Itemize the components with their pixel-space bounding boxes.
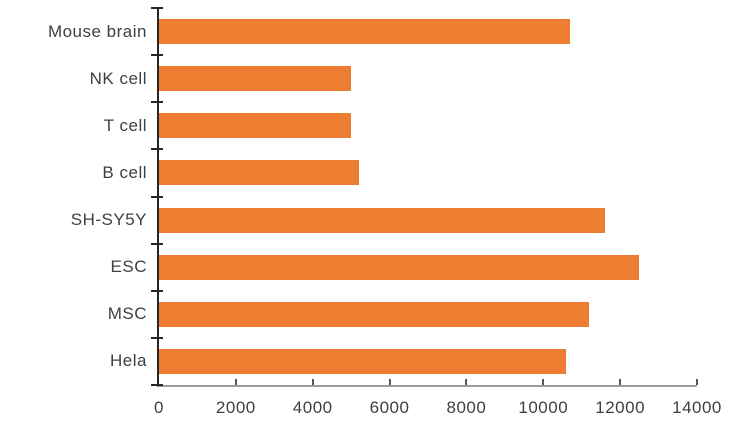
category-label-t-cell: T cell (103, 115, 147, 135)
x-axis-tick (696, 379, 698, 385)
x-axis-label-10000: 10000 (518, 398, 569, 417)
x-axis-tick (235, 379, 237, 385)
x-axis-tick (312, 379, 314, 385)
x-axis-tick (465, 379, 467, 385)
y-axis-tick (151, 196, 163, 198)
category-label-esc: ESC (110, 257, 147, 277)
y-axis-tick (151, 101, 163, 103)
x-axis-tick (389, 379, 391, 385)
y-axis-tick (151, 290, 163, 292)
x-axis-label-0: 0 (154, 398, 164, 417)
bar-esc (159, 254, 639, 280)
category-label-b-cell: B cell (102, 162, 147, 182)
bar-b-cell (159, 160, 359, 186)
x-axis-label-6000: 6000 (369, 398, 410, 417)
x-axis-label-2000: 2000 (215, 398, 256, 417)
bar-mouse-brain (159, 19, 570, 45)
y-axis-tick (151, 148, 163, 150)
bar-msc (159, 301, 589, 327)
plot-area (151, 7, 698, 387)
x-axis-tick (619, 379, 621, 385)
x-axis-tick (542, 379, 544, 385)
bar-sh-sy5y (159, 207, 605, 233)
y-axis-tick (151, 384, 163, 386)
x-axis-label-12000: 12000 (595, 398, 646, 417)
y-axis-tick (151, 7, 163, 9)
x-axis-label-14000: 14000 (672, 398, 722, 417)
category-label-sh-sy5y: SH-SY5Y (70, 210, 147, 230)
y-axis-tick (151, 243, 163, 245)
bar-hela (159, 348, 566, 374)
y-axis-tick (151, 54, 163, 56)
x-axis-label-8000: 8000 (446, 398, 487, 417)
y-axis-tick (151, 337, 163, 339)
category-label-hela: Hela (110, 351, 147, 371)
category-label-msc: MSC (107, 304, 147, 324)
bar-t-cell (159, 113, 351, 139)
x-axis-label-4000: 4000 (292, 398, 333, 417)
category-label-mouse-brain: Mouse brain (47, 21, 147, 41)
category-label-nk-cell: NK cell (89, 68, 147, 88)
bar-nk-cell (159, 66, 351, 92)
